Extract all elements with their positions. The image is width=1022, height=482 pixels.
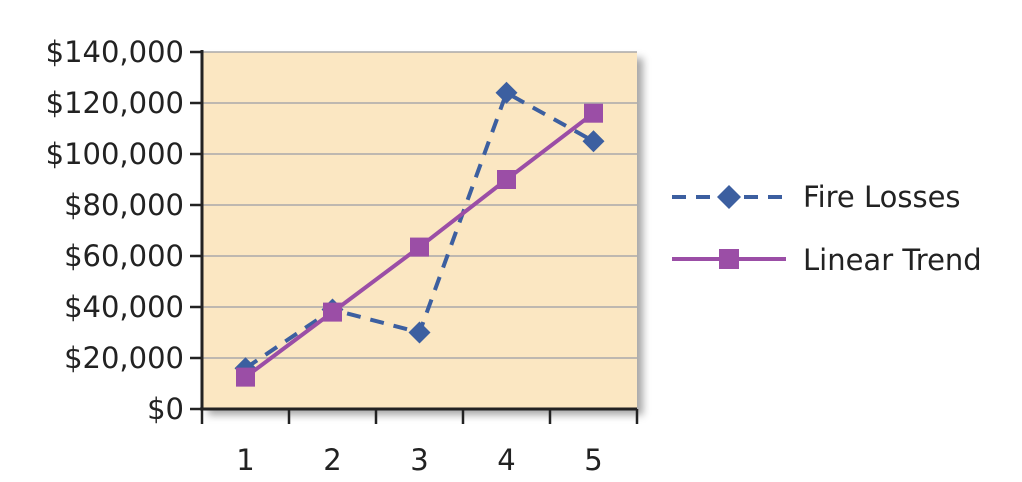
legend: Fire Losses Linear Trend: [672, 180, 982, 277]
data-point-linear-trend: [584, 103, 603, 123]
legend-item-fire-losses: Fire Losses: [672, 180, 961, 214]
legend-item-linear-trend: Linear Trend: [672, 243, 982, 277]
y-tick-label: $140,000: [46, 35, 184, 69]
y-tick-label: $0: [147, 392, 184, 426]
y-tick-label: $20,000: [64, 341, 184, 375]
x-tick-label: 1: [236, 443, 254, 477]
y-tick-label: $40,000: [64, 290, 184, 324]
data-point-fire-losses: [495, 81, 518, 104]
x-ticks: 1 2 3 4 5: [200, 409, 639, 477]
y-tick-label: $60,000: [64, 239, 184, 273]
x-tick-label: 3: [410, 443, 428, 477]
x-tick-label: 2: [323, 443, 341, 477]
y-tick-label: $120,000: [46, 86, 184, 120]
legend-label-fire-losses: Fire Losses: [803, 180, 961, 214]
data-point-linear-trend: [497, 170, 516, 189]
x-tick-label: 4: [497, 443, 515, 477]
series-layer: [234, 81, 605, 387]
data-point-linear-trend: [323, 302, 342, 322]
y-tick-label: $100,000: [46, 137, 184, 171]
x-tick-label: 5: [584, 443, 602, 477]
data-point-fire-losses: [408, 321, 431, 344]
data-point-fire-losses: [582, 130, 605, 153]
data-point-linear-trend: [410, 237, 429, 257]
legend-square-icon: [719, 249, 739, 269]
y-tick-label: $80,000: [64, 188, 184, 222]
legend-label-linear-trend: Linear Trend: [803, 243, 982, 277]
legend-diamond-icon: [717, 185, 741, 209]
y-ticks: $0 $20,000 $40,000 $60,000 $80,000 $100,000 $1…: [46, 35, 202, 426]
data-point-linear-trend: [236, 367, 255, 387]
